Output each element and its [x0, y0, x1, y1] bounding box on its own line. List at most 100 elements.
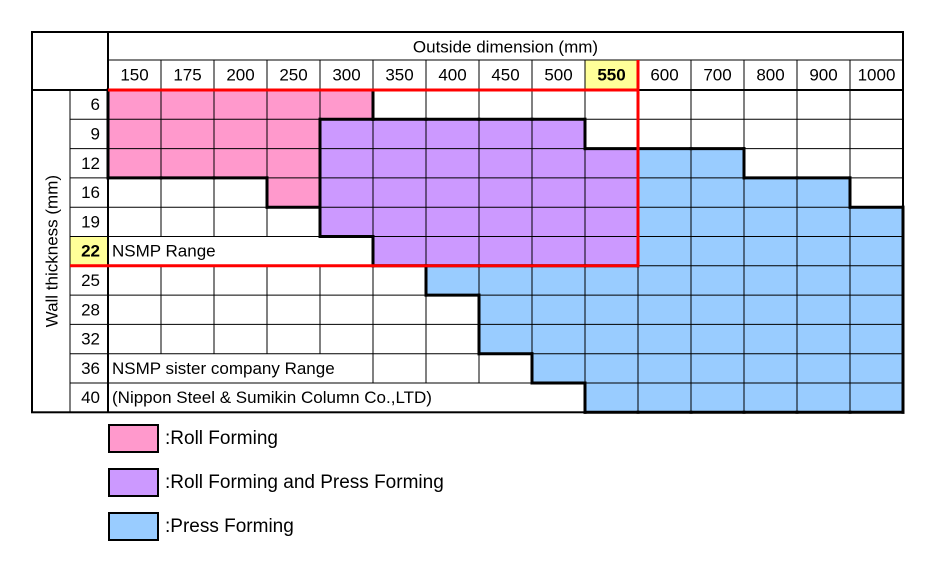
cell-press — [850, 295, 903, 325]
col-header-200: 200 — [226, 66, 254, 85]
cell-roll-press — [320, 207, 373, 237]
sister-range-label: NSMP sister company Range — [112, 359, 335, 378]
row-header-32: 32 — [81, 330, 100, 349]
cell-press — [638, 265, 691, 296]
cell-press — [532, 265, 585, 296]
cell-roll-press — [373, 119, 426, 149]
cell-roll-press — [426, 119, 479, 149]
cell-press — [744, 177, 797, 208]
cell-roll-press — [479, 236, 532, 266]
cell-press — [797, 177, 850, 208]
cell-press — [850, 236, 903, 266]
row-header-12: 12 — [81, 154, 100, 173]
cell-roll-press — [585, 207, 638, 237]
nsmp-range-outline — [70, 88, 640, 268]
cell-roll-press — [426, 236, 479, 266]
row-header-19: 19 — [81, 212, 100, 231]
row-header-36: 36 — [81, 359, 100, 378]
cell-press — [744, 353, 797, 383]
row-header-40: 40 — [81, 388, 100, 407]
cell-press — [532, 295, 585, 325]
cell-roll-press — [426, 207, 479, 237]
cell-press — [638, 295, 691, 325]
y-axis-title: Wall thickness (mm) — [43, 175, 62, 327]
cell-roll — [214, 90, 267, 120]
cell-press — [850, 324, 903, 354]
cell-press — [585, 353, 638, 383]
cell-roll — [108, 90, 161, 120]
legend-swatch-roll-press — [108, 468, 159, 497]
cell-press — [691, 177, 744, 208]
cell-press — [638, 236, 691, 266]
cell-press — [744, 236, 797, 266]
sister-company-label: (Nippon Steel & Sumikin Column Co.,LTD) — [112, 388, 432, 407]
cell-press — [691, 236, 744, 266]
col-header-300: 300 — [332, 66, 360, 85]
cell-roll-press — [532, 236, 585, 266]
legend-item-roll: :Roll Forming — [108, 424, 278, 453]
cell-press — [638, 383, 691, 413]
cell-press — [532, 353, 585, 383]
cell-press — [585, 295, 638, 325]
cell-press — [797, 353, 850, 383]
x-axis-title: Outside dimension (mm) — [413, 38, 598, 57]
legend-swatch-roll — [108, 424, 159, 453]
cell-roll — [108, 119, 161, 149]
cell-press — [691, 265, 744, 296]
cell-roll-press — [532, 207, 585, 237]
cell-press — [585, 265, 638, 296]
cell-roll-press — [373, 207, 426, 237]
cell-roll — [267, 119, 320, 149]
legend-item-roll-press: :Roll Forming and Press Forming — [108, 468, 444, 497]
cell-roll-press — [320, 177, 373, 208]
cell-press — [850, 207, 903, 237]
header-highlight-550 — [585, 60, 638, 90]
cell-press — [479, 324, 532, 354]
col-header-600: 600 — [650, 66, 678, 85]
cell-press — [691, 295, 744, 325]
cell-roll-press — [585, 236, 638, 266]
cell-press — [797, 207, 850, 237]
col-header-400: 400 — [438, 66, 466, 85]
cell-roll — [320, 90, 373, 120]
col-header-450: 450 — [491, 66, 519, 85]
cell-roll-press — [585, 177, 638, 208]
cell-press — [691, 353, 744, 383]
legend-item-press: :Press Forming — [108, 512, 294, 541]
row-header-6: 6 — [91, 95, 100, 114]
cell-press — [797, 265, 850, 296]
cell-press — [850, 265, 903, 296]
cell-roll — [267, 90, 320, 120]
cell-press — [797, 236, 850, 266]
cell-roll-press — [426, 177, 479, 208]
cell-roll-press — [373, 148, 426, 178]
legend-label-press: :Press Forming — [165, 515, 294, 537]
row-header-25: 25 — [81, 271, 100, 290]
cell-press — [638, 324, 691, 354]
cell-press — [638, 207, 691, 237]
cell-press — [691, 383, 744, 413]
cell-roll — [161, 90, 214, 120]
nsmp-range-label: NSMP Range — [112, 242, 216, 261]
cell-roll — [161, 119, 214, 149]
cell-roll — [267, 177, 320, 208]
cell-press — [532, 324, 585, 354]
legend-label-roll: :Roll Forming — [165, 427, 278, 449]
cell-roll-press — [373, 177, 426, 208]
cell-roll-press — [426, 148, 479, 178]
cell-press — [479, 265, 532, 296]
cell-press — [850, 383, 903, 413]
cell-roll — [214, 119, 267, 149]
cell-press — [744, 295, 797, 325]
cell-roll-press — [479, 119, 532, 149]
cell-press — [638, 148, 691, 178]
row-header-22: 22 — [81, 242, 100, 261]
col-header-500: 500 — [544, 66, 572, 85]
col-header-150: 150 — [120, 66, 148, 85]
cell-roll-press — [532, 177, 585, 208]
cell-press — [797, 295, 850, 325]
row-header-16: 16 — [81, 183, 100, 202]
cell-press — [797, 324, 850, 354]
cell-roll-press — [320, 119, 373, 149]
